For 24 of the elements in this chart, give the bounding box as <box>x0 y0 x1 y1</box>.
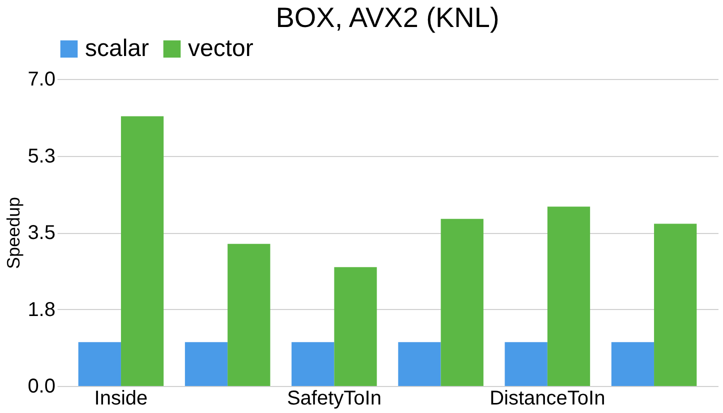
bar <box>78 342 121 386</box>
y-tick-label: 7.0 <box>28 68 56 90</box>
legend-label: scalar <box>85 35 150 62</box>
bar <box>654 224 697 386</box>
y-tick-label: 3.5 <box>28 222 56 244</box>
x-tick-label: DistanceToIn <box>490 388 606 410</box>
bar <box>398 342 441 386</box>
bar <box>120 116 164 386</box>
bar <box>611 342 654 386</box>
bar <box>228 244 270 386</box>
x-tick-label: Inside <box>94 388 148 410</box>
bar <box>547 206 590 386</box>
y-tick-label: 0.0 <box>28 376 56 398</box>
chart-title: BOX, AVX2 (KNL) <box>276 2 500 33</box>
legend-label: vector <box>188 35 254 62</box>
bar <box>184 342 228 386</box>
y-tick-label: 1.8 <box>28 298 56 321</box>
x-tick-label: SafetyToIn <box>286 388 382 410</box>
bar <box>440 218 484 386</box>
bar <box>504 342 548 386</box>
bar <box>292 342 334 386</box>
y-tick-label: 5.3 <box>28 145 56 168</box>
y-axis-title: Speedup <box>4 196 24 270</box>
bar <box>334 267 377 386</box>
